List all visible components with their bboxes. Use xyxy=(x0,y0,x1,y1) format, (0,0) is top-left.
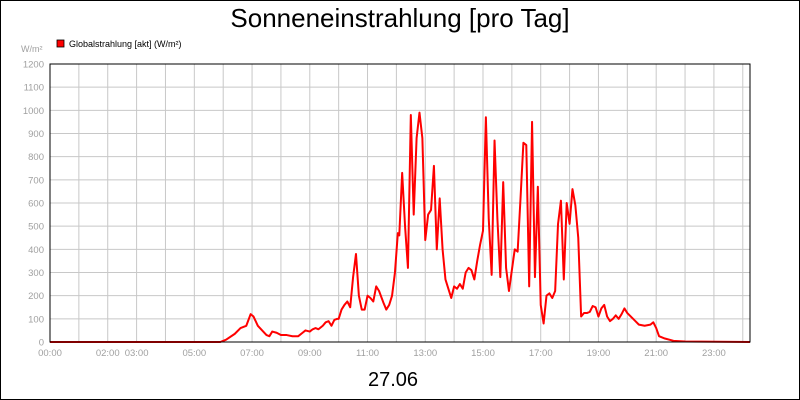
y-tick-label: 800 xyxy=(28,152,44,163)
y-tick-label: 300 xyxy=(28,268,44,279)
x-tick-label: 17:00 xyxy=(529,348,553,359)
x-tick-label: 09:00 xyxy=(298,348,322,359)
x-axis-ticks: 00:00 02:00 03:00 05:00 07:00 09:00 11:00 13:00… xyxy=(38,348,726,359)
x-tick-label: 02:00 xyxy=(96,348,120,359)
chart-title: Sonneneinstrahlung [pro Tag] xyxy=(230,3,569,33)
y-tick-label: 200 xyxy=(28,291,44,302)
x-tick-label: 15:00 xyxy=(471,348,495,359)
y-axis-unit: W/m² xyxy=(21,44,43,54)
x-tick-label: 19:00 xyxy=(587,348,611,359)
x-tick-label: 07:00 xyxy=(240,348,264,359)
x-tick-label: 21:00 xyxy=(644,348,668,359)
y-tick-label: 600 xyxy=(28,199,44,210)
y-tick-label: 1000 xyxy=(23,106,44,117)
legend-swatch xyxy=(56,39,65,48)
x-tick-label: 23:00 xyxy=(702,348,726,359)
x-tick-label: 05:00 xyxy=(182,348,206,359)
y-tick-label: 1200 xyxy=(23,60,44,71)
y-tick-label: 900 xyxy=(28,129,44,140)
x-tick-label: 03:00 xyxy=(125,348,149,359)
x-tick-label: 11:00 xyxy=(356,348,379,359)
x-axis-date-label: 27.06 xyxy=(368,369,418,391)
legend: Globalstrahlung [akt] (W/m²) xyxy=(56,39,182,49)
series-line-globalstrahlung xyxy=(50,111,751,343)
legend-label: Globalstrahlung [akt] (W/m²) xyxy=(69,39,182,49)
y-axis-ticks: 0 100 200 300 400 500 600 700 800 900 1000 1100 1200 xyxy=(23,60,44,349)
x-tick-label: 00:00 xyxy=(38,348,62,359)
y-tick-label: 1100 xyxy=(24,83,44,94)
y-tick-label: 400 xyxy=(28,245,44,256)
y-tick-label: 500 xyxy=(28,222,44,233)
y-tick-label: 0 xyxy=(39,338,44,349)
plot-border xyxy=(49,63,751,343)
y-tick-label: 100 xyxy=(28,314,44,325)
x-tick-label: 13:00 xyxy=(413,348,437,359)
y-tick-label: 700 xyxy=(28,175,44,186)
